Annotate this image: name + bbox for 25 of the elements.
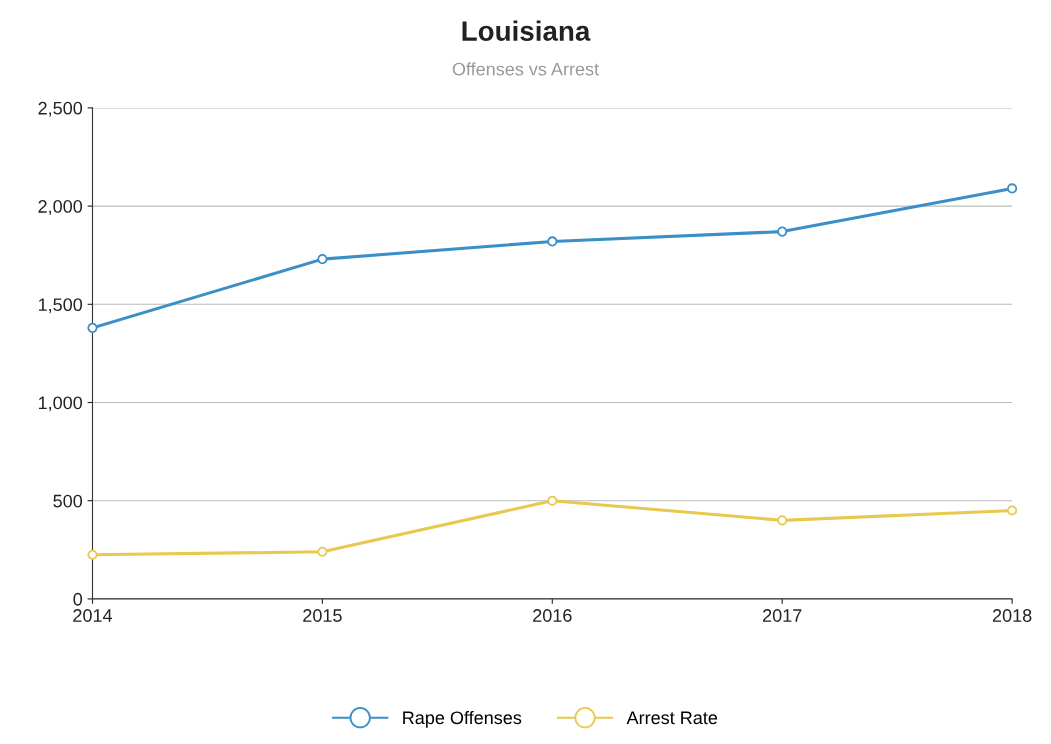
point <box>547 495 558 506</box>
x-tick-label: 2014 <box>73 609 113 622</box>
point <box>317 254 328 265</box>
y-tick-label: 1,000 <box>38 396 83 412</box>
y-tick-label: 500 <box>53 494 83 508</box>
point <box>1007 505 1018 516</box>
x-tick-label: 2018 <box>992 609 1032 622</box>
point <box>547 236 558 247</box>
point <box>777 515 788 526</box>
y-tick-label: 2,000 <box>38 200 83 215</box>
point <box>1007 183 1018 194</box>
y-tick-label: 2,500 <box>38 101 83 117</box>
legend-label: Arrest Rate <box>626 711 718 725</box>
point <box>87 549 98 560</box>
chart-title: Louisiana <box>462 20 591 41</box>
x-tick-label: 2017 <box>763 609 802 622</box>
point <box>777 226 788 237</box>
point <box>87 322 98 333</box>
y-tick-label: 1,500 <box>38 298 83 314</box>
point <box>317 546 328 557</box>
x-tick-label: 2015 <box>303 609 342 622</box>
chart-subtitle: Offenses vs Arrest <box>452 62 599 76</box>
y-tick-label: 0 <box>73 592 83 606</box>
legend-label: Rape Offenses <box>403 710 522 728</box>
x-tick-label: 2016 <box>533 609 572 622</box>
